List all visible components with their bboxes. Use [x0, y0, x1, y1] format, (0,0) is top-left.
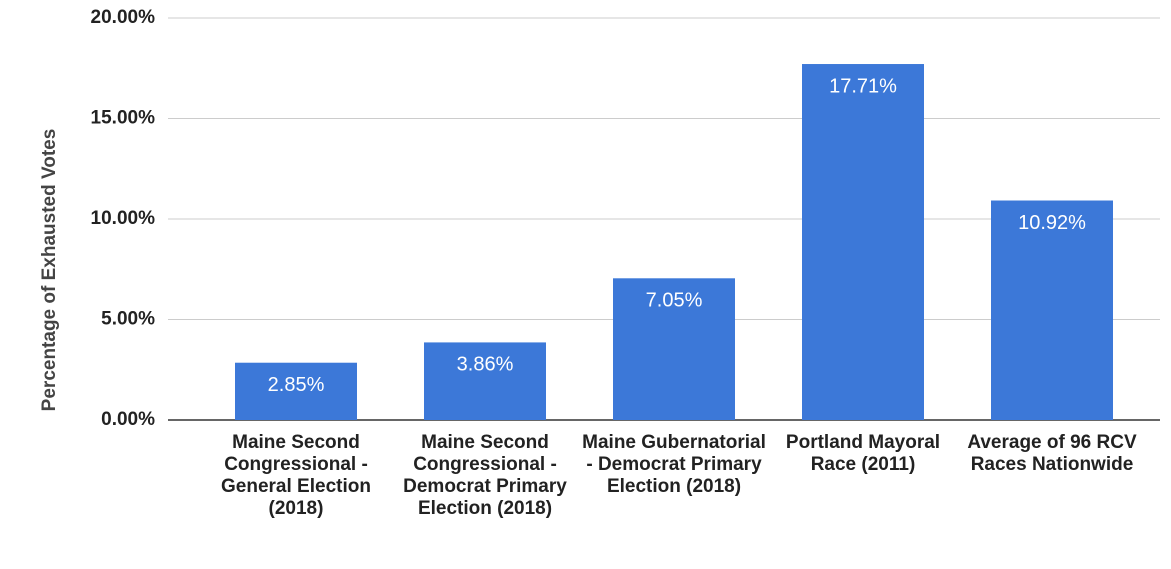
y-tick-label: 10.00% — [91, 208, 156, 229]
bar — [802, 64, 924, 421]
bar — [613, 278, 735, 420]
value-label: 7.05% — [646, 290, 703, 312]
value-label: 10.92% — [1018, 212, 1086, 234]
value-label: 17.71% — [829, 75, 897, 97]
x-tick-label: Average of 96 RCV Races Nationwide — [967, 432, 1137, 475]
y-axis-title: Percentage of Exhausted Votes — [39, 129, 60, 412]
x-tick-label: Maine Second Congressional - General Ele… — [221, 432, 371, 519]
x-tick-label: Maine Gubernatorial - Democrat Primary E… — [582, 432, 766, 497]
x-tick-label: Portland Mayoral Race (2011) — [785, 432, 941, 475]
value-label: 2.85% — [268, 374, 325, 396]
y-tick-label: 0.00% — [101, 409, 155, 430]
bar — [235, 362, 357, 420]
y-tick-label: 15.00% — [91, 108, 156, 129]
y-tick-label: 5.00% — [101, 309, 155, 330]
bar — [991, 200, 1113, 420]
y-tick-label: 20.00% — [91, 7, 156, 28]
value-label: 3.86% — [457, 354, 514, 376]
x-tick-label: Maine Second Congressional - Democrat Pr… — [403, 432, 567, 519]
bar — [424, 342, 546, 420]
